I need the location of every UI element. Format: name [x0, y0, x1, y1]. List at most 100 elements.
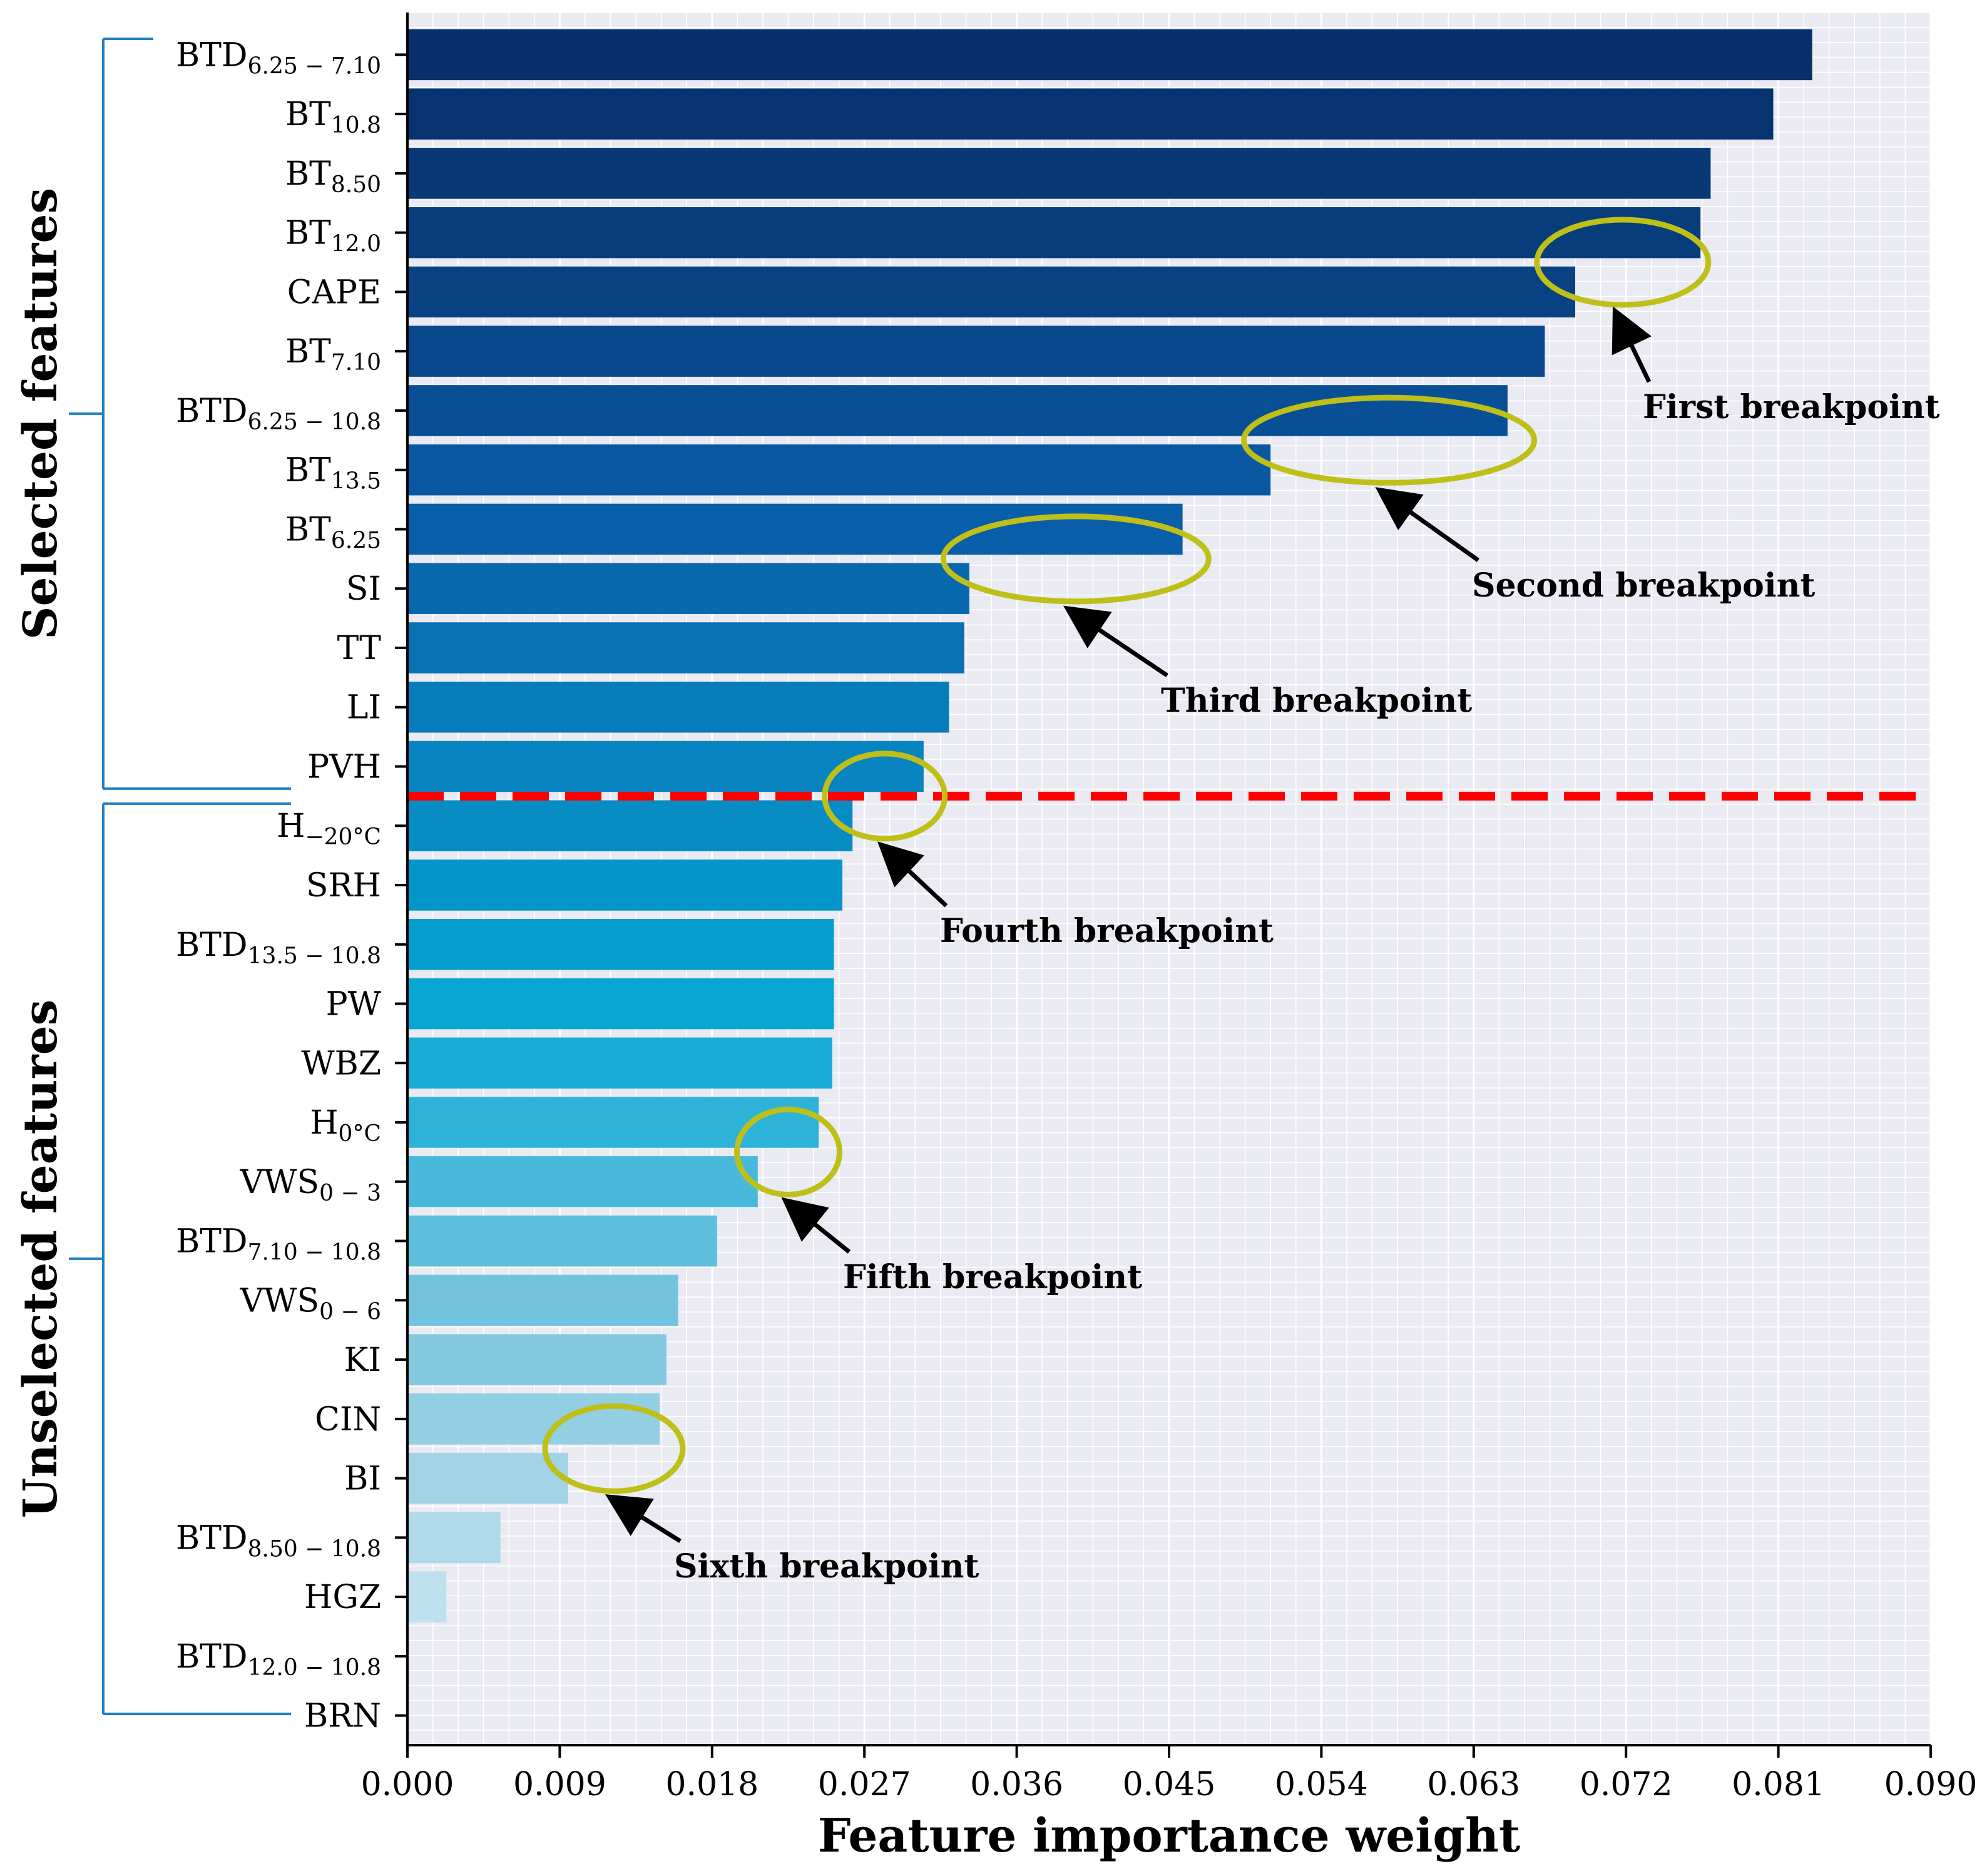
- category-label-base: VWS: [240, 1164, 320, 1201]
- breakpoint-label: Fourth breakpoint: [940, 912, 1274, 950]
- category-label-subscript: 8.50 − 10.8: [248, 1536, 381, 1562]
- bar-li: [407, 681, 949, 733]
- bar-btd-8-50-10-8: [407, 1512, 501, 1564]
- x-axis-title: Feature importance weight: [818, 1809, 1520, 1863]
- category-label: BT10.8: [285, 96, 381, 138]
- category-label: H0°C: [310, 1104, 381, 1147]
- category-label-subscript: 0 − 6: [319, 1299, 381, 1325]
- category-label-base: BTD: [176, 392, 248, 430]
- breakpoint-arrow: [1375, 487, 1480, 562]
- bars: [407, 29, 1812, 1622]
- category-label-subscript: 0 − 3: [319, 1181, 381, 1206]
- breakpoint-circle: [1534, 217, 1712, 308]
- bar-bi: [407, 1452, 568, 1504]
- x-tick-label: 0.072: [1580, 1766, 1673, 1803]
- category-label-base: CIN: [315, 1401, 381, 1438]
- category-label: BTD13.5 − 10.8: [176, 926, 381, 969]
- category-label: LI: [347, 689, 381, 727]
- category-label-base: PVH: [307, 748, 381, 786]
- bar-h-20-c: [407, 800, 853, 851]
- category-label-base: SI: [346, 570, 381, 608]
- category-label: SRH: [306, 867, 381, 905]
- bar-si: [407, 563, 969, 614]
- x-tick-label: 0.054: [1275, 1766, 1368, 1803]
- category-label-base: VWS: [240, 1282, 320, 1320]
- category-label: SI: [346, 570, 381, 608]
- bar-srh: [407, 859, 843, 911]
- category-label: CAPE: [287, 274, 381, 311]
- category-label-base: BT: [285, 333, 331, 371]
- breakpoint-label: Fifth breakpoint: [843, 1258, 1142, 1296]
- breakpoint-label: Third breakpoint: [1161, 682, 1472, 720]
- bar-btd-6-25-10-8: [407, 385, 1508, 436]
- category-label: VWS0 − 3: [240, 1164, 381, 1206]
- category-label: TT: [337, 630, 382, 667]
- category-label: BTD6.25 − 10.8: [176, 392, 381, 435]
- category-label-subscript: 13.5: [331, 469, 381, 495]
- bar-h-0-c: [407, 1097, 819, 1148]
- category-labels: BTD6.25 − 7.10BT10.8BT8.50BT12.0CAPEBT7.…: [176, 36, 382, 1735]
- axes: 0.000 0.009 0.018 0.027 0.036 0.045 0.054 0.063…: [361, 13, 1978, 1803]
- category-label-base: BT: [285, 452, 331, 490]
- category-label: BTD7.10 − 10.8: [176, 1223, 381, 1266]
- bar-btd-7-10-10-8: [407, 1215, 717, 1267]
- category-label: H−20°C: [277, 807, 381, 850]
- bar-bt-7-10: [407, 325, 1545, 377]
- x-tick-label: 0.063: [1427, 1766, 1520, 1803]
- bar-ki: [407, 1334, 667, 1385]
- x-tick-label: 0.018: [665, 1766, 759, 1803]
- category-label: VWS0 − 6: [240, 1282, 381, 1325]
- category-label: WBZ: [301, 1045, 381, 1082]
- category-label-base: LI: [347, 689, 381, 727]
- bar-vws-0-6: [407, 1274, 678, 1326]
- bar-bt-13-5: [407, 444, 1271, 496]
- category-label-subscript: 6.25 − 7.10: [248, 53, 381, 79]
- x-tick-label: 0.081: [1732, 1766, 1825, 1803]
- category-label: PVH: [307, 748, 381, 786]
- category-label-base: BI: [344, 1460, 381, 1498]
- breakpoint-arrow: [877, 841, 948, 908]
- bar-bt-12-0: [407, 207, 1701, 259]
- breakpoint-circle: [1241, 394, 1538, 486]
- category-label-base: KI: [344, 1341, 381, 1379]
- bar-bt-6-25: [407, 503, 1183, 555]
- breakpoint-circle: [542, 1403, 686, 1494]
- category-label-base: SRH: [306, 867, 381, 905]
- category-label-base: H: [310, 1104, 338, 1142]
- x-tick-label: 0.090: [1884, 1766, 1978, 1803]
- category-label-base: BTD: [176, 1519, 248, 1557]
- category-label-subscript: 12.0: [331, 232, 381, 257]
- category-label: PW: [326, 986, 382, 1023]
- x-tick-label: 0.036: [970, 1766, 1063, 1803]
- breakpoint-label: Sixth breakpoint: [674, 1547, 979, 1586]
- category-label-base: BTD: [176, 926, 248, 964]
- category-label: BI: [344, 1460, 381, 1498]
- category-label: BT6.25: [285, 511, 381, 553]
- category-label: BT12.0: [285, 215, 381, 257]
- bar-bt-10-8: [407, 88, 1774, 140]
- category-label-base: BT: [285, 511, 331, 548]
- bar-btd-6-25-7-10: [407, 29, 1812, 81]
- category-label-base: BTD: [176, 1638, 248, 1676]
- category-label-subscript: 7.10: [331, 350, 381, 376]
- category-label-base: TT: [337, 630, 382, 667]
- bar-cin: [407, 1393, 660, 1445]
- bar-btd-13-5-10-8: [407, 919, 834, 970]
- breakpoint-circle: [734, 1106, 842, 1197]
- x-tick-label: 0.009: [513, 1766, 606, 1803]
- category-label-base: BRN: [304, 1698, 381, 1735]
- category-label-base: WBZ: [301, 1045, 381, 1082]
- breakpoint-arrow: [781, 1197, 851, 1254]
- category-label-base: HGZ: [304, 1579, 381, 1616]
- x-tick-label: 0.045: [1123, 1766, 1216, 1803]
- breakpoint-label: First breakpoint: [1643, 388, 1940, 426]
- category-label: KI: [344, 1341, 381, 1379]
- bar-pw: [407, 978, 834, 1030]
- breakpoint-arrow: [1063, 605, 1168, 677]
- category-label: HGZ: [304, 1579, 381, 1616]
- category-label-base: BTD: [176, 36, 248, 74]
- breakpoint-circle: [822, 751, 948, 842]
- annotations: First breakpoint Second breakpoint Third b…: [407, 217, 1940, 1586]
- category-label-base: PW: [326, 986, 382, 1023]
